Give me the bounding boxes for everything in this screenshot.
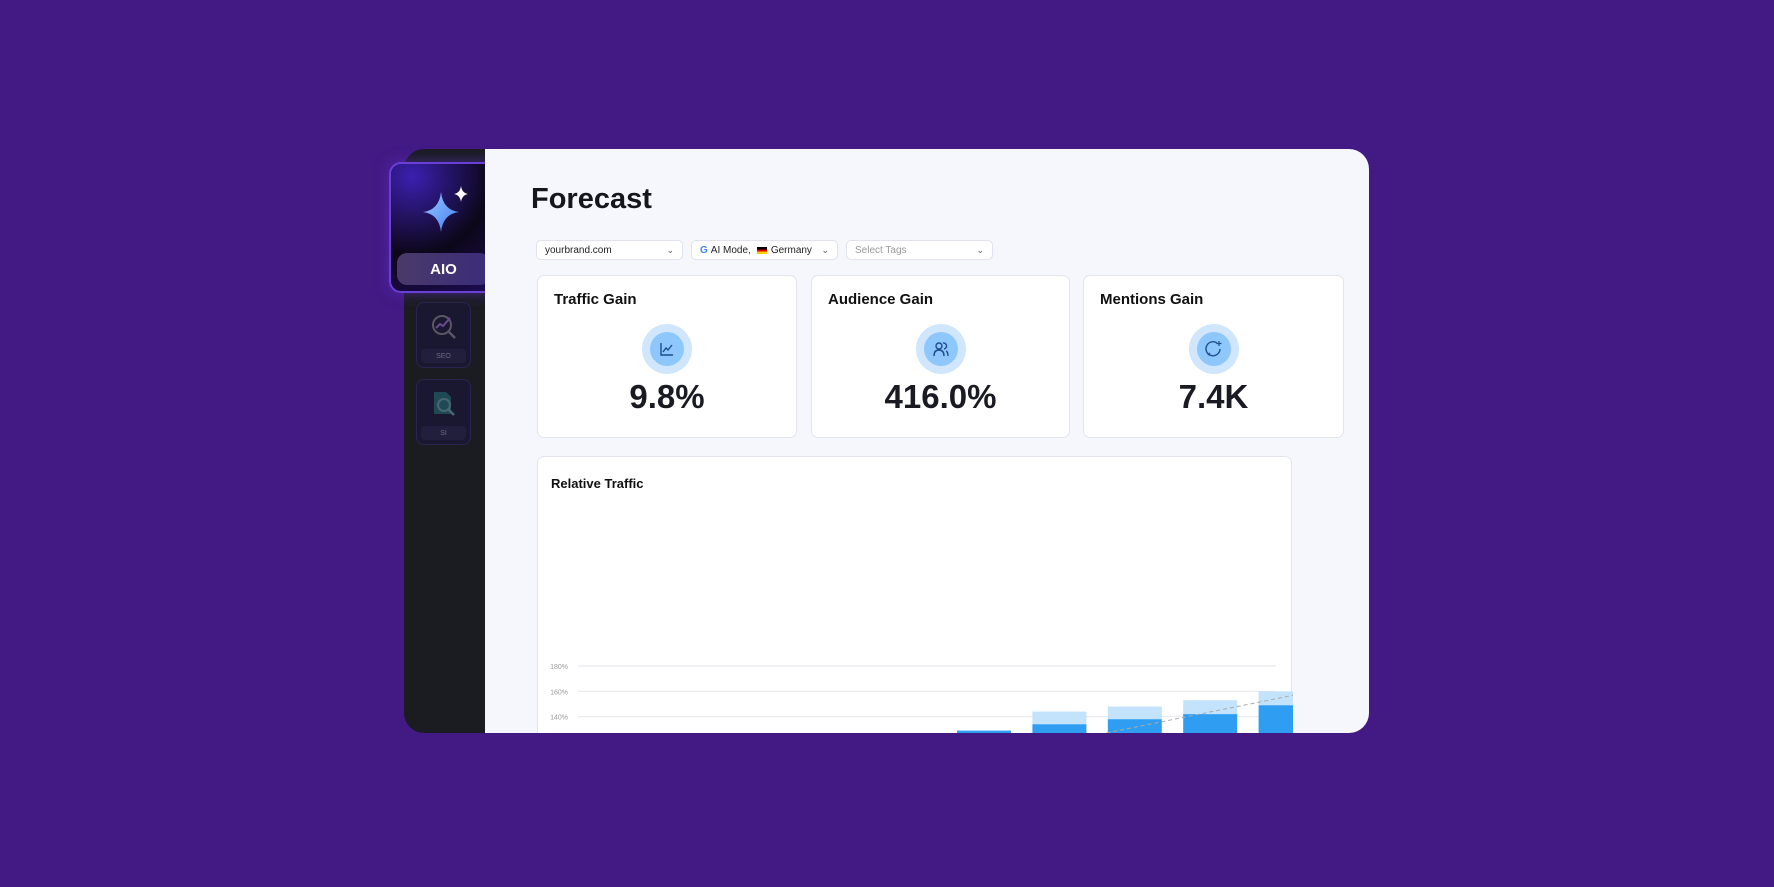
chevron-down-icon: ⌄	[666, 244, 674, 255]
metric-label: Mentions Gain	[1100, 291, 1204, 308]
document-search-icon	[434, 392, 455, 416]
sidebar-item-label: SI	[421, 426, 466, 440]
germany-flag-icon	[756, 246, 767, 254]
bar	[1183, 714, 1238, 733]
metric-card-mentions-gain: Mentions Gain 7.4K	[1083, 275, 1344, 438]
chart-search-icon	[432, 315, 456, 339]
metric-label: Audience Gain	[828, 291, 934, 308]
country-value: Germany	[770, 244, 812, 256]
mode-value: AI Mode,	[710, 244, 751, 256]
bar-forecast-extra	[1032, 711, 1087, 725]
bar	[1258, 705, 1293, 733]
chevron-down-icon: ⌄	[821, 244, 829, 255]
sidebar-item-seo[interactable]: SEO	[416, 302, 471, 368]
sidebar-item-si[interactable]: SI	[416, 379, 471, 445]
main-panel: Forecast yourbrand.com ⌄ G AI Mode, Germ…	[485, 149, 1369, 733]
trend-chart-icon	[660, 343, 673, 356]
relative-traffic-chart: 20%40%60%80%100%120%140%160%180%	[550, 664, 1293, 733]
y-tick-label: 160%	[550, 689, 568, 696]
sidebar-item-aio[interactable]: AIO	[389, 162, 498, 293]
tags-select[interactable]: Select Tags ⌄	[846, 240, 993, 260]
sidebar-item-label: SEO	[421, 349, 466, 363]
chat-sparkle-icon	[1204, 341, 1221, 357]
sidebar-item-label: AIO	[397, 253, 490, 285]
sparkle-icon	[423, 186, 468, 232]
relative-traffic-card: Relative Traffic 20%40%60%80%100%120%140…	[537, 456, 1293, 733]
trend-line	[1103, 694, 1293, 733]
mode-country-select[interactable]: G AI Mode, Germany ⌄	[691, 240, 838, 260]
bar	[957, 730, 1011, 733]
metric-card-traffic-gain: Traffic Gain 9.8%	[537, 275, 797, 438]
bar-forecast-extra	[1107, 706, 1162, 720]
bar	[1032, 724, 1087, 733]
y-tick-label: 180%	[550, 664, 568, 671]
metric-card-audience-gain: Audience Gain 416.0%	[811, 275, 1070, 438]
bar-forecast-extra	[1258, 691, 1293, 706]
metric-label: Traffic Gain	[554, 291, 637, 308]
google-icon: G	[700, 244, 708, 256]
domain-select[interactable]: yourbrand.com ⌄	[536, 240, 683, 260]
metric-value: 9.8%	[629, 378, 705, 415]
chart-title: Relative Traffic	[551, 476, 644, 491]
metric-value: 7.4K	[1178, 378, 1249, 415]
chevron-down-icon: ⌄	[976, 244, 984, 255]
domain-value: yourbrand.com	[545, 244, 612, 256]
y-tick-label: 140%	[550, 715, 568, 722]
users-icon	[932, 342, 949, 357]
bar-forecast-extra	[1183, 700, 1238, 715]
tags-placeholder: Select Tags	[855, 244, 907, 256]
metric-value: 416.0%	[884, 378, 997, 415]
page-title: Forecast	[531, 183, 652, 215]
